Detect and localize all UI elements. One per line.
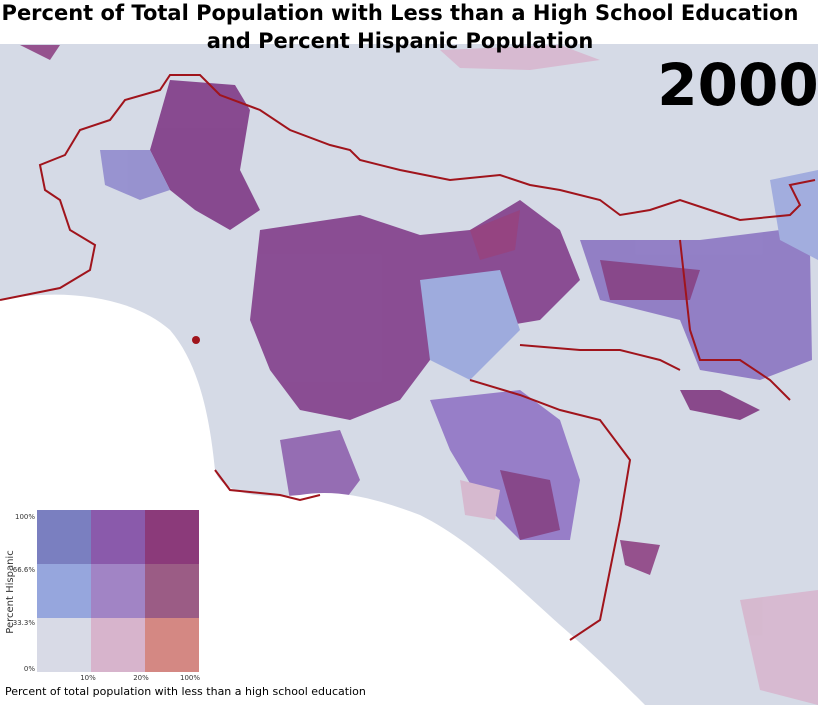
legend-cell xyxy=(37,510,91,564)
legend-cell xyxy=(91,618,145,672)
boundary-point xyxy=(192,336,200,344)
legend-cell xyxy=(37,618,91,672)
census-tracts xyxy=(20,45,818,705)
legend-x-label: Percent of total population with less th… xyxy=(5,685,366,698)
legend-y-tick: 66.6% xyxy=(13,566,36,574)
legend-cell xyxy=(37,564,91,618)
legend-y-label: Percent Hispanic xyxy=(5,550,16,633)
legend-x-tick: 10% xyxy=(80,674,96,682)
legend-cell xyxy=(91,564,145,618)
title-band xyxy=(0,0,818,44)
city-boundary xyxy=(0,74,816,641)
legend-cell xyxy=(145,510,199,564)
legend-x-tick: 100% xyxy=(180,674,200,682)
legend-cell xyxy=(145,618,199,672)
legend-x-tick: 20% xyxy=(133,674,149,682)
title-line-1: Percent of Total Population with Less th… xyxy=(2,1,799,25)
legend-y-tick: 100% xyxy=(15,513,35,521)
legend-cell xyxy=(91,510,145,564)
year: 2000 xyxy=(657,51,818,119)
legend: Percent Hispanic 100% 66.6% 33.3% 0% 10%… xyxy=(5,510,366,698)
legend-y-tick: 0% xyxy=(24,665,35,673)
title-line-2: and Percent Hispanic Population xyxy=(207,29,594,53)
legend-cell xyxy=(145,564,199,618)
legend-y-tick: 33.3% xyxy=(13,619,36,627)
